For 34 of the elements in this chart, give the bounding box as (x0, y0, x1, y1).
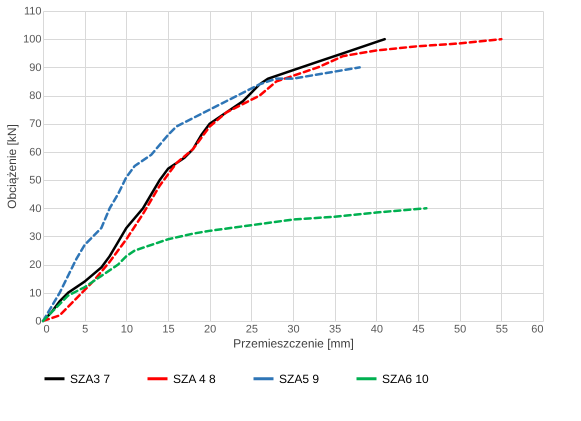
y-axis-title: Obciążenie [kN] (5, 124, 20, 209)
y-tick-label: 10 (29, 287, 42, 300)
x-tick-label: 20 (204, 324, 216, 336)
legend-label: SZA3 7 (70, 372, 110, 386)
x-tick-label: 5 (82, 324, 88, 336)
legend-label: SZA5 9 (279, 372, 320, 386)
y-tick-label: 70 (29, 118, 42, 130)
x-tick-label: 10 (120, 324, 133, 336)
legend-label: SZA6 10 (382, 372, 430, 386)
legend-label: SZA 4 8 (173, 372, 216, 386)
x-tick-label: 40 (370, 324, 383, 336)
line-series (42, 207, 428, 322)
x-tick-label: 0 (44, 324, 50, 336)
x-axis-title: Przemieszczenie [mm] (233, 336, 354, 350)
y-tick-label: 80 (29, 90, 42, 102)
y-tick-label: 0 (35, 316, 42, 328)
y-tick-label: 30 (29, 230, 42, 243)
x-tick-label: 45 (412, 324, 425, 336)
x-tick-label: 15 (162, 324, 175, 336)
y-tick-label: 40 (29, 202, 42, 215)
x-tick-label: 25 (246, 324, 258, 336)
y-tick-label: 50 (29, 174, 42, 187)
x-tick-label: 30 (287, 324, 300, 336)
y-tick-label: 110 (24, 6, 42, 18)
y-tick-label: 100 (23, 34, 42, 46)
y-tick-label: 90 (29, 62, 42, 74)
x-tick-label: 60 (531, 324, 544, 336)
line-series (42, 66, 361, 322)
line-series (42, 38, 503, 322)
y-tick-label: 20 (29, 259, 42, 272)
x-tick-label: 55 (496, 324, 508, 336)
y-tick-label: 60 (29, 146, 42, 158)
x-tick-label: 50 (454, 324, 466, 336)
x-tick-label: 35 (329, 324, 342, 336)
